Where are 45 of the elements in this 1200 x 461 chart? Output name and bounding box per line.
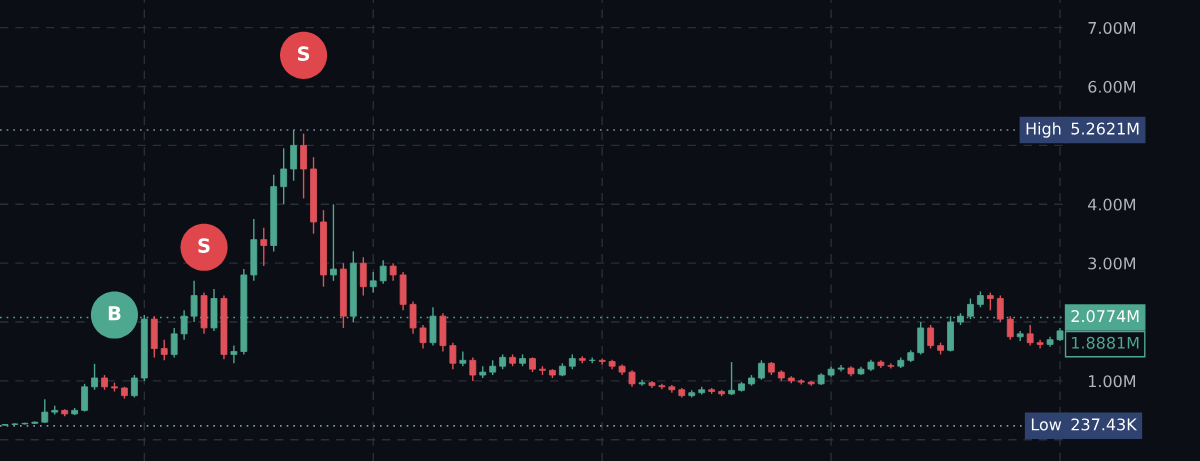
- ref-line-label: Low 237.43K: [1031, 418, 1138, 431]
- candlestick: [81, 383, 89, 413]
- candlestick: [130, 374, 138, 399]
- candlestick: [419, 324, 427, 350]
- candlestick: [170, 327, 178, 359]
- candlestick: [369, 271, 377, 294]
- point: [90, 291, 139, 339]
- ref-line-label: High 5.2621M: [1026, 122, 1139, 138]
- text: 1.8881M: [1072, 336, 1139, 349]
- candlestick: [190, 280, 198, 323]
- candlestick: [260, 227, 268, 267]
- candlestick: [280, 147, 288, 205]
- candlestick: [230, 344, 238, 364]
- point: [280, 31, 328, 79]
- candlestick: [758, 359, 765, 381]
- candlestick: [359, 256, 367, 297]
- candlestick: [379, 259, 387, 285]
- data-label: S: [297, 46, 310, 61]
- y-tick-label: 3.00M: [1088, 257, 1136, 270]
- candlestick: [459, 350, 467, 367]
- candlestick: [469, 356, 477, 382]
- y-tick-label: 6.00M: [1088, 80, 1136, 93]
- candlestick: [300, 132, 307, 200]
- y-tick-label: 7.00M: [1088, 21, 1136, 34]
- candlestick: [409, 300, 417, 335]
- candlestick: [160, 339, 168, 362]
- candlestick: [927, 324, 935, 350]
- candlestick: [887, 362, 895, 370]
- point: [180, 223, 228, 271]
- candlestick: [996, 294, 1004, 323]
- candlestick: [1026, 324, 1034, 347]
- candlestick: [449, 341, 457, 370]
- candlestick: [1036, 339, 1044, 350]
- data-label: B: [108, 306, 121, 321]
- candlestick: [41, 398, 49, 424]
- candlestick: [180, 309, 188, 341]
- candlestick: [728, 361, 735, 396]
- y-tick-label: 4.00M: [1088, 198, 1136, 211]
- data-label: S: [198, 238, 210, 253]
- candlestick: [330, 203, 337, 282]
- candlestick: [290, 129, 298, 182]
- y-tick-label: 1.00M: [1088, 375, 1136, 388]
- ref-line-label: 2.0774M: [1071, 310, 1139, 323]
- candlestick: [91, 363, 98, 391]
- candlestick: [1006, 315, 1014, 341]
